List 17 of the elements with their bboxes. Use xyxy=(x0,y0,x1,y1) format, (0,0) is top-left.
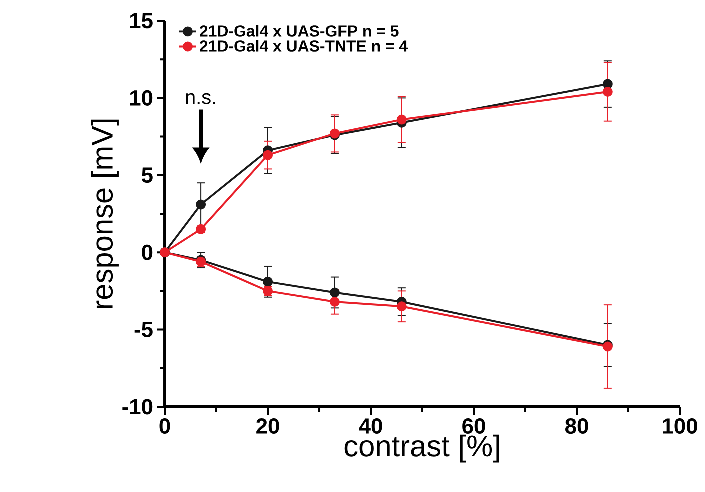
y-tick-label: 5 xyxy=(142,168,153,184)
x-tick-label: 0 xyxy=(160,418,170,434)
x-tick-label: 40 xyxy=(359,418,382,434)
x-tick-label: 80 xyxy=(566,418,588,434)
y-tick-label: -5 xyxy=(134,322,153,338)
y-axis-title: response [mV] xyxy=(91,120,119,308)
x-tick-label: 100 xyxy=(663,418,698,434)
y-tick-label: -10 xyxy=(122,399,153,415)
legend-label: 21D-Gal4 x UAS-TNTE n = 4 xyxy=(200,40,408,52)
legend-label: 21D-Gal4 x UAS-GFP n = 5 xyxy=(200,25,399,37)
x-tick-label: 60 xyxy=(462,418,486,434)
y-tick-label: 0 xyxy=(142,244,153,260)
x-tick-label: 20 xyxy=(256,418,280,434)
x-axis-title: contrast [%] xyxy=(344,434,500,463)
annotation: n.s. xyxy=(186,93,216,104)
y-tick-label: 15 xyxy=(130,13,153,29)
y-tick-label: 10 xyxy=(130,90,153,106)
